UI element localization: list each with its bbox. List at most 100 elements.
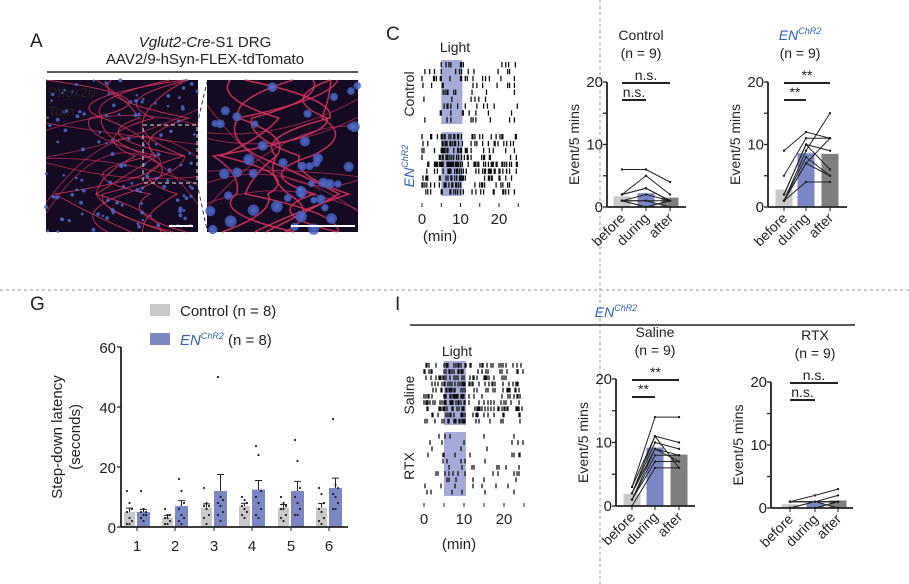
data-point: [142, 507, 145, 511]
data-point: [142, 519, 145, 523]
data-point: [257, 453, 260, 457]
x-tick-label: after: [645, 210, 676, 241]
data-point: [279, 495, 283, 499]
subject-point: [804, 149, 808, 152]
neuron-cell: [183, 216, 188, 221]
subject-point: [644, 199, 648, 202]
neuron-cell: [127, 137, 131, 141]
data-point: [240, 504, 244, 508]
y-axis-label: Event/5 mins: [575, 402, 591, 483]
data-point: [320, 522, 323, 526]
data-point: [221, 510, 225, 514]
neuron-cell: [208, 224, 218, 235]
neuron-cell: [153, 154, 156, 158]
neuron-cell: [137, 224, 142, 229]
data-point: [320, 510, 323, 514]
neuron-cell: [310, 196, 318, 204]
legend-label-enchr2: ENChR2 (n = 8): [180, 331, 272, 349]
subject-point: [677, 460, 681, 463]
x-tick-label: 20: [491, 211, 508, 228]
x-axis-unit: (min): [442, 536, 476, 553]
subject-point: [782, 193, 786, 196]
x-tick-label: 3: [210, 538, 218, 555]
subject-point: [653, 415, 657, 419]
bar-enchr2: [329, 488, 342, 527]
neuron-cell: [97, 140, 101, 144]
neuron-cell: [140, 202, 144, 206]
y-tick-label: 10: [595, 435, 612, 452]
light-label: Light: [440, 39, 470, 55]
bar-during: [806, 502, 824, 508]
data-point: [125, 510, 129, 514]
y-tick-label: 0: [759, 500, 767, 517]
nerve-fiber: [98, 79, 187, 233]
data-point: [293, 495, 297, 499]
significance-label: n.s.: [791, 384, 814, 400]
neuron-cell: [243, 153, 255, 166]
x-tick-label: 0: [420, 511, 428, 528]
y-tick-label: 40: [99, 400, 116, 417]
data-point: [144, 513, 148, 517]
neuron-cell: [184, 78, 188, 82]
neuron-cell: [105, 216, 110, 221]
neuron-cell: [117, 113, 121, 116]
x-tick-label: 10: [456, 511, 473, 528]
nerve-fiber: [206, 190, 359, 211]
nerve-fiber: [96, 79, 184, 233]
data-point: [279, 516, 283, 520]
panel-a: A Vglut2-Cre-S1 DRG AAV2/9-hSyn-FLEX-tdT…: [30, 31, 361, 235]
data-point: [168, 513, 172, 517]
x-tick-label: 0: [418, 211, 426, 228]
chart-title: RTX: [801, 327, 829, 343]
nerve-fiber: [95, 79, 189, 233]
neuron-cell: [154, 102, 157, 105]
neuron-cell: [189, 194, 193, 198]
bar-control: [124, 512, 135, 527]
neuron-cell: [80, 147, 86, 152]
legend-label-control: Control (n = 8): [180, 303, 276, 320]
neuron-cell: [120, 203, 124, 207]
subject-point: [677, 447, 681, 451]
y-tick-label: 20: [586, 74, 603, 91]
neuron-cell: [224, 215, 237, 228]
data-point: [144, 510, 148, 514]
data-point: [207, 513, 211, 517]
bar-enchr2: [252, 489, 265, 527]
data-point: [282, 519, 285, 523]
subject-point: [677, 466, 681, 470]
zoom-connector: [196, 81, 208, 126]
chart-title: Control: [618, 27, 663, 43]
panel-g: G Control (n = 8) ENChR2 (n = 8): [30, 294, 276, 349]
x-tick-label: after: [805, 210, 836, 241]
data-point: [180, 522, 183, 526]
neuron-cell: [110, 138, 114, 142]
neuron-cell: [154, 176, 159, 180]
data-point: [125, 522, 129, 526]
neuron-cell: [111, 210, 116, 215]
data-point: [336, 501, 340, 505]
subject-point: [804, 162, 808, 165]
y-tick-label: 20: [747, 74, 764, 91]
chart-subtitle: (n = 9): [795, 345, 836, 361]
chart-subtitle: (n = 9): [635, 342, 676, 358]
data-point: [240, 513, 244, 517]
neuron-cell: [178, 206, 183, 211]
data-point: [163, 522, 167, 526]
subject-point: [653, 434, 657, 438]
neuron-cell: [130, 181, 134, 185]
bar-before: [781, 504, 799, 508]
significance-label: **: [650, 364, 661, 380]
chart-title-sup: ChR2: [798, 26, 821, 36]
neuron-cell: [62, 173, 66, 177]
neuron-cell: [297, 161, 307, 171]
neuron-cell: [189, 161, 193, 166]
neuron-cell: [248, 168, 258, 178]
chart-title: ENChR2: [779, 26, 821, 43]
neuron-cell: [182, 209, 186, 212]
data-point: [219, 519, 222, 523]
chart-title: Saline: [636, 324, 675, 340]
subject-point: [668, 199, 672, 202]
subject-point: [782, 174, 786, 177]
